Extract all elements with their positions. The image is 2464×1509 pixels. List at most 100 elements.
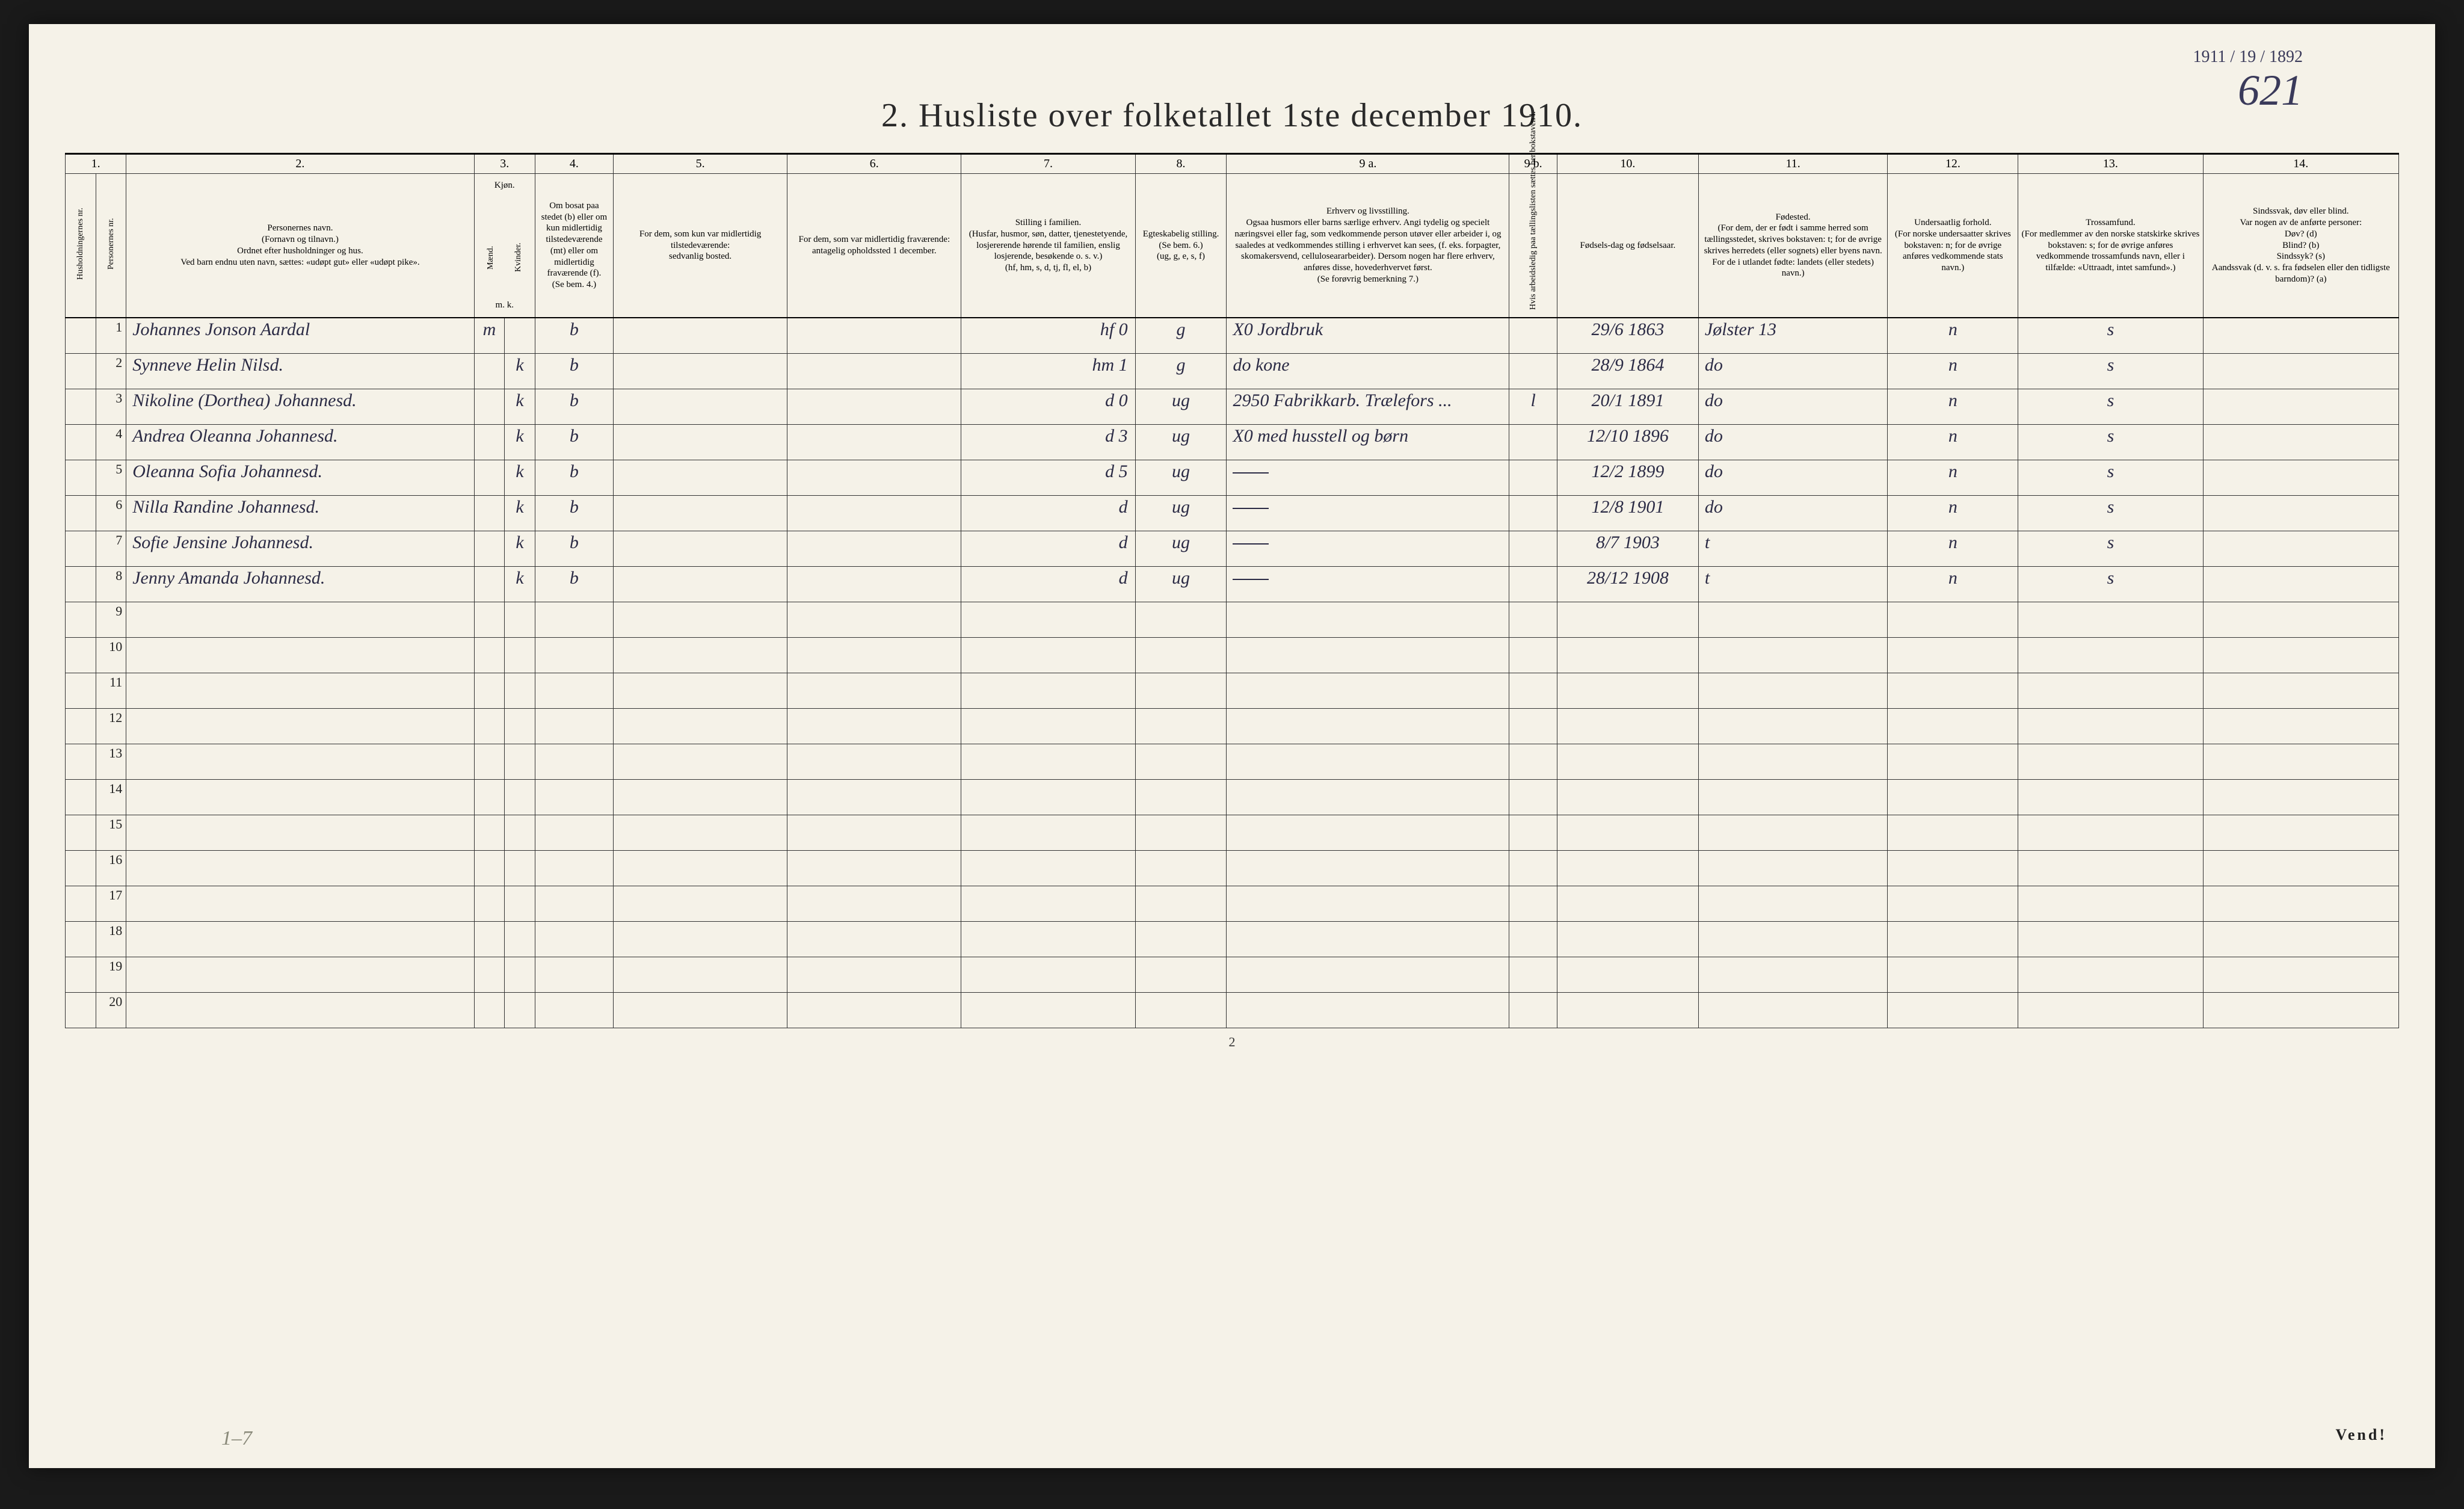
cell xyxy=(787,957,961,992)
column-number: 5. xyxy=(614,154,787,174)
cell: 17 xyxy=(96,886,126,921)
cell xyxy=(66,992,96,1028)
cell xyxy=(1698,957,1888,992)
table-row: 5Oleanna Sofia Johannesd.kbd 5ug12/2 189… xyxy=(66,460,2399,495)
cell xyxy=(2203,566,2398,602)
column-number: 11. xyxy=(1698,154,1888,174)
cell xyxy=(1227,850,1509,886)
cell xyxy=(961,921,1135,957)
cell xyxy=(66,566,96,602)
cell xyxy=(505,779,535,815)
cell xyxy=(66,318,96,354)
cell xyxy=(1888,815,2018,850)
cell xyxy=(614,637,787,673)
cell xyxy=(1227,495,1509,531)
cell: n xyxy=(1888,531,2018,566)
cell xyxy=(505,744,535,779)
cell xyxy=(2203,744,2398,779)
cell: 5 xyxy=(96,460,126,495)
cell: d 5 xyxy=(961,460,1135,495)
cell xyxy=(614,389,787,424)
cell: s xyxy=(2018,460,2203,495)
cell xyxy=(787,495,961,531)
cell xyxy=(787,318,961,354)
cell xyxy=(1888,850,2018,886)
pencil-annotation: 1–7 xyxy=(221,1427,252,1450)
cell xyxy=(1509,815,1557,850)
cell xyxy=(1509,673,1557,708)
cell xyxy=(1888,708,2018,744)
cell xyxy=(474,353,505,389)
cell: b xyxy=(535,353,613,389)
cell xyxy=(961,602,1135,637)
cell: do kone xyxy=(1227,353,1509,389)
cell xyxy=(1135,779,1227,815)
cell xyxy=(126,637,474,673)
cell xyxy=(474,673,505,708)
cell xyxy=(961,886,1135,921)
cell xyxy=(505,602,535,637)
cell xyxy=(787,850,961,886)
cell xyxy=(1888,992,2018,1028)
cell xyxy=(1888,637,2018,673)
cell xyxy=(505,921,535,957)
table-row-empty: 13 xyxy=(66,744,2399,779)
cell xyxy=(535,602,613,637)
cell xyxy=(505,815,535,850)
cell xyxy=(474,850,505,886)
cell xyxy=(126,886,474,921)
cell xyxy=(1227,992,1509,1028)
column-number: 13. xyxy=(2018,154,2203,174)
cell: s xyxy=(2018,424,2203,460)
cell xyxy=(614,531,787,566)
cell xyxy=(2018,921,2203,957)
cell xyxy=(961,850,1135,886)
cell: 16 xyxy=(96,850,126,886)
cell: s xyxy=(2018,389,2203,424)
cell xyxy=(2203,850,2398,886)
column-header: For dem, som var midlertidig fraværende:… xyxy=(787,174,961,318)
cell xyxy=(1509,424,1557,460)
annotation-fraction: 1911 / 19 / 1892 xyxy=(2193,48,2303,67)
table-row: 7Sofie Jensine Johannesd.kbdug8/7 1903tn… xyxy=(66,531,2399,566)
cell xyxy=(1135,744,1227,779)
cell: d xyxy=(961,495,1135,531)
cell: ug xyxy=(1135,389,1227,424)
cell xyxy=(614,779,787,815)
column-header: Sindssvak, døv eller blind.Var nogen av … xyxy=(2203,174,2398,318)
cell xyxy=(1509,318,1557,354)
cell xyxy=(2203,602,2398,637)
column-header: For dem, som kun var midlertidig tilsted… xyxy=(614,174,787,318)
cell: ug xyxy=(1135,531,1227,566)
cell xyxy=(1698,708,1888,744)
table-row-empty: 17 xyxy=(66,886,2399,921)
cell xyxy=(66,531,96,566)
cell: s xyxy=(2018,353,2203,389)
cell: 1 xyxy=(96,318,126,354)
cell xyxy=(787,566,961,602)
cell xyxy=(1227,566,1509,602)
cell xyxy=(2203,495,2398,531)
cell xyxy=(505,886,535,921)
cell xyxy=(535,886,613,921)
cell xyxy=(1509,850,1557,886)
cell xyxy=(787,353,961,389)
cell xyxy=(1557,957,1698,992)
cell xyxy=(961,673,1135,708)
cell: 7 xyxy=(96,531,126,566)
column-number: 10. xyxy=(1557,154,1698,174)
column-number: 8. xyxy=(1135,154,1227,174)
cell: d xyxy=(961,531,1135,566)
column-header: Personernes navn.(Fornavn og tilnavn.)Or… xyxy=(126,174,474,318)
cell xyxy=(961,992,1135,1028)
cell xyxy=(787,673,961,708)
cell: k xyxy=(505,460,535,495)
cell xyxy=(2018,602,2203,637)
cell: 20/1 1891 xyxy=(1557,389,1698,424)
cell xyxy=(787,921,961,957)
column-number-row: 1.2.3.4.5.6.7.8.9 a.9 b.10.11.12.13.14. xyxy=(66,154,2399,174)
cell xyxy=(126,921,474,957)
cell xyxy=(1227,921,1509,957)
cell xyxy=(2018,673,2203,708)
cell xyxy=(1135,886,1227,921)
